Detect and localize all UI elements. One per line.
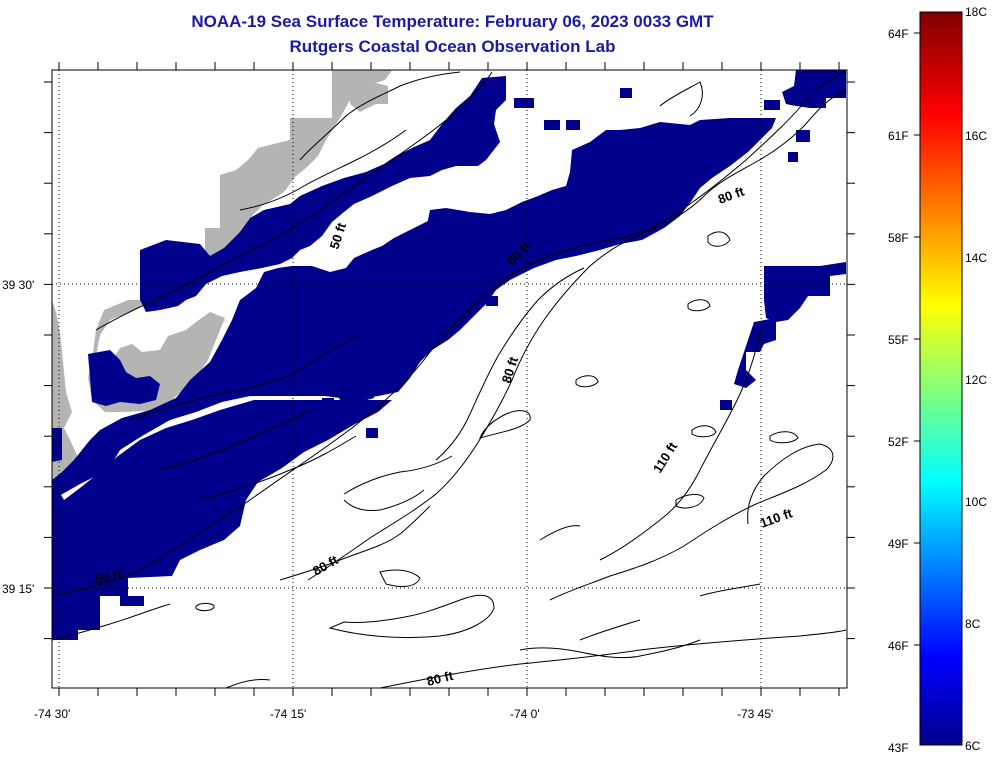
colorbar-c-label: 14C [965, 251, 987, 265]
map-title: NOAA-19 Sea Surface Temperature: Februar… [191, 12, 714, 31]
colorbar-c-label: 10C [965, 495, 987, 509]
colorbar-c-label: 12C [965, 373, 987, 387]
colorbar-c-label: 16C [965, 129, 987, 143]
colorbar-f-label: 61F [888, 129, 909, 143]
colorbar-f-label: 49F [888, 537, 909, 551]
colorbar-c-labels: 18C 16C 14C 12C 10C 8C 6C [965, 5, 987, 753]
land-island [350, 82, 388, 112]
lon-label: -74 15' [270, 707, 306, 721]
lat-label: 39 30' [2, 278, 34, 292]
latitude-labels: 39 30' 39 15' [2, 278, 34, 596]
colorbar-ticks [914, 32, 920, 646]
lon-label: -73 45' [737, 707, 773, 721]
lat-label: 39 15' [2, 582, 34, 596]
map-subtitle: Rutgers Coastal Ocean Observation Lab [289, 37, 616, 56]
longitude-labels: -74 30' -74 15' -74 0' -73 45' [34, 707, 773, 721]
colorbar-f-label: 43F [888, 741, 909, 755]
colorbar-c-label: 18C [965, 5, 987, 19]
contour-label: 50 ft [94, 567, 124, 587]
colorbar-f-labels: 64F 61F 58F 55F 52F 49F 46F 43F [888, 27, 909, 755]
colorbar-f-label: 52F [888, 435, 909, 449]
colorbar-f-label: 46F [888, 639, 909, 653]
bathymetry-contours [52, 71, 847, 688]
lon-label: -74 0' [510, 707, 540, 721]
lon-label: -74 30' [34, 707, 70, 721]
contour-label: 80 ft [425, 668, 455, 689]
colorbar-c-label: 8C [965, 617, 981, 631]
colorbar-f-label: 58F [888, 231, 909, 245]
colorbar [919, 11, 963, 746]
colorbar-f-label: 64F [888, 27, 909, 41]
colorbar-f-label: 55F [888, 333, 909, 347]
graticule [52, 70, 847, 688]
colorbar-c-label: 6C [965, 739, 981, 753]
map-ticks [44, 62, 855, 696]
sst-pixels [52, 70, 846, 640]
